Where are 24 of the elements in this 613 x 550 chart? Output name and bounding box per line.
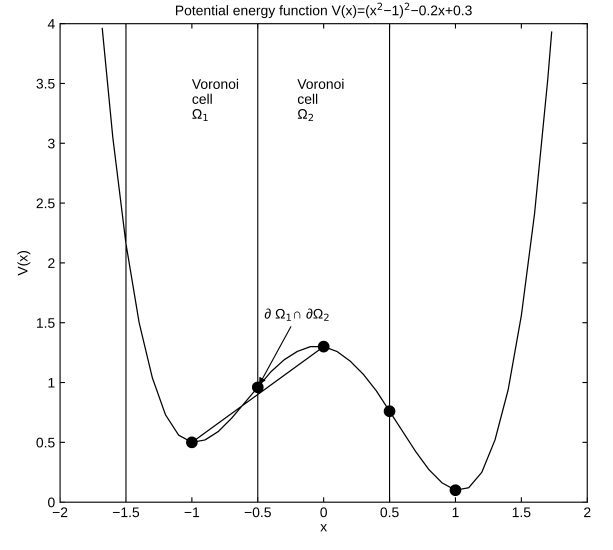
x-tick-label: 0.5 (380, 507, 399, 518)
y-tick-label: 0.5 (36, 438, 55, 448)
annotation: Voronoi cell Ω$_{1}$ (192, 78, 238, 122)
y-tick-label: 1 (48, 378, 55, 388)
x-tick-label: −1.5 (112, 508, 140, 518)
y-tick-label: 2 (48, 258, 55, 268)
x-tick-label: 1 (452, 508, 459, 518)
chart-title: Potential energy function V(x)=(x$^{2}$−1)$^{2}$−0.2x+0.3 (176, 2, 472, 18)
annotation: ∂ Ω$_{1}$∩ ∂Ω$_{2}$ (264, 308, 329, 321)
y-tick-label: 2.5 (36, 198, 55, 208)
annotation: Voronoi cell Ω$_{2}$ (297, 78, 344, 122)
x-tick-label: −0.5 (244, 507, 271, 518)
y-tick-label: 1.5 (36, 318, 55, 328)
y-tick-label: 0 (48, 497, 55, 508)
y-tick-label: 4 (48, 19, 55, 29)
y-tick-label: 3.5 (36, 78, 55, 89)
x-tick-label: −2 (52, 507, 68, 518)
x-tick-label: 0 (320, 507, 327, 518)
y-tick-label: 3 (48, 138, 55, 148)
x-axis-title: x (320, 524, 327, 532)
x-tick-label: 1.5 (512, 508, 530, 518)
y-axis-title: V(x) (17, 251, 30, 276)
x-tick-label: 2 (584, 507, 590, 518)
x-tick-label: −1 (184, 508, 200, 518)
